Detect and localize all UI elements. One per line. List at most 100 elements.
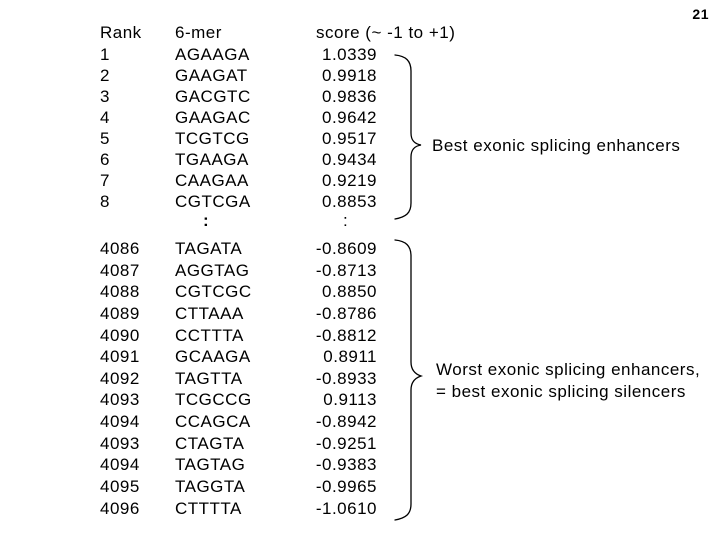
table-row: 7 CAAGAA 0.9219: [0, 170, 420, 191]
worst-enhancers-label-line2: = best exonic splicing silencers: [436, 382, 686, 401]
table-row: 4 GAAGAC 0.9642: [0, 107, 420, 128]
worst-enhancers-label-line1: Worst exonic splicing enhancers,: [436, 360, 701, 379]
kmer-cell: CGTCGA: [175, 192, 251, 211]
table-row: 4087 AGGTAG -0.8713: [0, 260, 420, 282]
table-row: 4092 TAGTTA -0.8933: [0, 368, 420, 390]
rank-cell: 4087: [100, 260, 140, 280]
rank-cell: 4: [100, 108, 110, 127]
rank-cell: 4094: [100, 455, 140, 475]
kmer-cell: TCGCCG: [175, 390, 252, 410]
kmer-cell: GAAGAC: [175, 108, 251, 127]
score-cell: 0.9113: [323, 390, 377, 410]
score-cell: -0.8942: [315, 412, 377, 432]
table-row: 4090 CCTTTA -0.8812: [0, 325, 420, 347]
table-row: 4088 CGTCGC 0.8850: [0, 281, 420, 303]
rank-cell: 7: [100, 171, 110, 190]
table-row: 3 GACGTC 0.9836: [0, 86, 420, 107]
kmer-cell: CTTAAA: [175, 303, 244, 323]
top-ranked-rows: 1 AGAAGA 1.0339 2 GAAGAT 0.9918 3 GACGTC…: [0, 44, 420, 212]
rank-cell: 4096: [100, 498, 140, 518]
curly-brace-icon: [394, 54, 422, 220]
kmer-cell: TAGATA: [175, 239, 243, 258]
score-cell: 0.9517: [322, 129, 377, 148]
score-column-header: score (~ -1 to +1): [316, 23, 456, 42]
kmer-cell: TAGTAG: [175, 455, 246, 475]
rank-cell: 4094: [100, 412, 140, 432]
table-row: 4095 TAGGTA -0.9965: [0, 476, 420, 498]
score-cell: 0.8911: [323, 347, 377, 367]
table-row: 8 CGTCGA 0.8853: [0, 191, 420, 212]
kmer-cell: CGTCGC: [175, 282, 252, 302]
score-cell: 0.8850: [322, 282, 377, 302]
table-row: 4091 GCAAGA 0.8911: [0, 346, 420, 368]
table-header: Rank 6-mer score (~ -1 to +1): [0, 22, 455, 43]
score-cell: -0.8812: [315, 325, 377, 345]
rank-cell: 5: [100, 129, 110, 148]
score-cell: -0.8609: [315, 239, 377, 258]
kmer-cell: CAAGAA: [175, 171, 249, 190]
score-cell: 0.8853: [322, 192, 377, 211]
score-cell: 1.0339: [322, 45, 377, 64]
kmer-cell: TAGGTA: [175, 477, 246, 497]
rank-cell: 4090: [100, 325, 140, 345]
rank-cell: 4089: [100, 303, 140, 323]
score-cell: -0.9251: [315, 433, 377, 453]
kmer-cell: TGAAGA: [175, 150, 249, 169]
rank-cell: 4088: [100, 282, 140, 302]
table-row: 2 GAAGAT 0.9918: [0, 65, 420, 86]
table-row: 4094 TAGTAG -0.9383: [0, 454, 420, 476]
kmer-cell: GAAGAT: [175, 66, 248, 85]
score-cell: -0.9383: [315, 455, 377, 475]
kmer-ellipsis: :: [203, 211, 210, 230]
score-cell: 0.9918: [322, 66, 377, 85]
kmer-cell: TAGTTA: [175, 368, 243, 388]
table-row: 4089 CTTAAA -0.8786: [0, 303, 420, 325]
score-cell: -0.8933: [315, 368, 377, 388]
score-cell: 0.9219: [322, 171, 377, 190]
kmer-cell: AGAAGA: [175, 45, 250, 64]
score-ellipsis: :: [343, 211, 349, 230]
rank-cell: 8: [100, 192, 110, 211]
rank-cell: 6: [100, 150, 110, 169]
rank-cell: 2: [100, 66, 110, 85]
best-enhancers-label: Best exonic splicing enhancers: [432, 136, 681, 155]
score-cell: -0.9965: [315, 477, 377, 497]
kmer-cell: GCAAGA: [175, 347, 251, 367]
worst-enhancers-label: Worst exonic splicing enhancers, = best …: [436, 359, 700, 403]
kmer-cell: CTTTTA: [175, 498, 242, 518]
score-cell: -0.8713: [315, 260, 377, 280]
kmer-cell: CTAGTA: [175, 433, 245, 453]
table-row: 4096 CTTTTA -1.0610: [0, 498, 420, 520]
kmer-cell: AGGTAG: [175, 260, 250, 280]
rank-cell: 4095: [100, 477, 140, 497]
rank-cell: 1: [100, 45, 110, 64]
rank-cell: 3: [100, 87, 110, 106]
score-cell: -1.0610: [315, 498, 377, 518]
score-cell: 0.9836: [322, 87, 377, 106]
curly-brace-icon: [394, 239, 424, 521]
rank-cell: 4091: [100, 347, 140, 367]
table-row: 4093 CTAGTA -0.9251: [0, 433, 420, 455]
page-number: 21: [692, 6, 709, 22]
bottom-ranked-rows: 4086 TAGATA -0.8609 4087 AGGTAG -0.8713 …: [0, 238, 420, 519]
score-cell: 0.9434: [322, 150, 377, 169]
table-row: 1 AGAAGA 1.0339: [0, 44, 420, 65]
kmer-cell: CCTTTA: [175, 325, 244, 345]
kmer-cell: CCAGCA: [175, 412, 251, 432]
rank-cell: 4093: [100, 390, 140, 410]
kmer-cell: TCGTCG: [175, 129, 250, 148]
kmer-cell: GACGTC: [175, 87, 251, 106]
table-row: 4094 CCAGCA -0.8942: [0, 411, 420, 433]
rank-cell: 4086: [100, 239, 140, 258]
score-cell: 0.9642: [322, 108, 377, 127]
rank-cell: 4092: [100, 368, 140, 388]
table-row: 5 TCGTCG 0.9517: [0, 128, 420, 149]
table-row: 6 TGAAGA 0.9434: [0, 149, 420, 170]
rank-column-header: Rank: [100, 23, 142, 42]
kmer-column-header: 6-mer: [175, 23, 222, 42]
rank-cell: 4093: [100, 433, 140, 453]
score-cell: -0.8786: [315, 303, 377, 323]
table-row: 4093 TCGCCG 0.9113: [0, 389, 420, 411]
table-row: 4086 TAGATA -0.8609: [0, 238, 420, 260]
